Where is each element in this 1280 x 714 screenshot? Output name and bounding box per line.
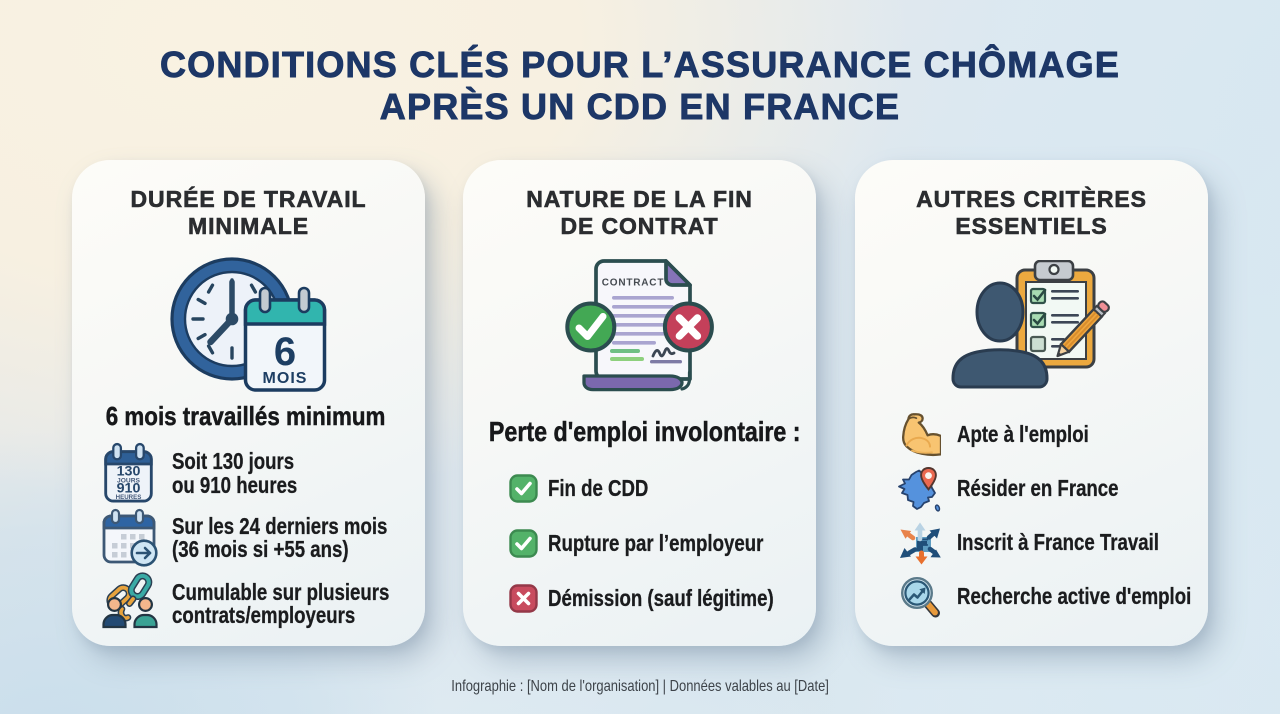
svg-text:6: 6 [273, 330, 295, 374]
svg-text:130: 130 [117, 463, 141, 479]
svg-text:JOURS: JOURS [117, 478, 140, 485]
svg-text:HEURES: HEURES [116, 494, 142, 501]
svg-text:CONTRACT: CONTRACT [601, 278, 664, 289]
svg-text:MOIS: MOIS [262, 370, 307, 387]
svg-text:910: 910 [117, 481, 141, 497]
svg-text:F: F [918, 535, 928, 554]
